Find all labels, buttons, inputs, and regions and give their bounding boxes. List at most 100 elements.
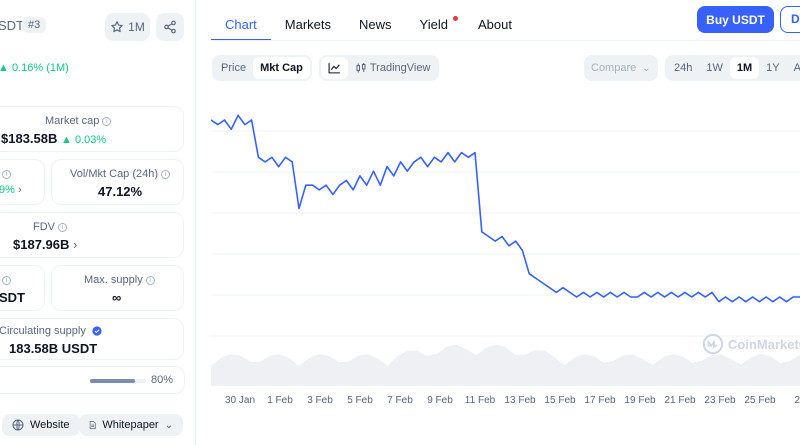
vol-mkt-cap-value: 47.12% <box>98 184 143 199</box>
line-chart-toggle[interactable] <box>321 57 348 79</box>
range-1w[interactable]: 1W <box>706 62 723 74</box>
tab-news[interactable]: News <box>359 17 392 32</box>
compare-dropdown[interactable]: Compare ⌄ <box>584 55 658 81</box>
watchlist-button[interactable]: 1M <box>105 13 150 41</box>
data-point <box>501 235 503 238</box>
website-label: Website <box>30 419 70 431</box>
range-all[interactable]: A <box>793 62 800 74</box>
x-tick-label: 1 Feb <box>267 395 293 406</box>
coinmarketcap-logo-icon <box>702 333 724 355</box>
mkt-cap-toggle[interactable]: Mkt Cap <box>253 57 310 79</box>
data-point <box>223 119 226 121</box>
market-cap-chart[interactable] <box>211 96 800 386</box>
compare-label: Compare <box>591 62 637 74</box>
data-point <box>372 170 375 172</box>
share-button[interactable] <box>156 13 184 41</box>
market-cap-change: ▲ 0.03% <box>61 134 107 146</box>
data-point <box>237 114 239 116</box>
info-icon[interactable]: i <box>58 222 67 232</box>
range-24h[interactable]: 24h <box>674 62 693 74</box>
x-tick-label: 30 Jan <box>224 395 256 406</box>
data-point <box>318 189 320 191</box>
chevron-right-icon[interactable]: › <box>73 237 78 252</box>
data-point <box>779 296 781 298</box>
tab-about[interactable]: About <box>477 17 512 32</box>
tab-yield[interactable]: Yield <box>406 10 464 40</box>
data-point <box>718 301 720 303</box>
secondary-header-button[interactable]: D <box>780 6 800 33</box>
circulating-value: 183.58B USDT <box>9 341 98 356</box>
data-point <box>386 166 388 168</box>
chevron-right-icon[interactable]: › <box>17 184 22 196</box>
x-tick-label: 3 Feb <box>307 395 333 406</box>
data-point <box>264 161 266 163</box>
data-point <box>251 119 253 121</box>
circulating-label: Circulating supply <box>0 325 86 337</box>
data-point <box>785 301 788 303</box>
x-tick-label: 11 Feb <box>464 395 496 406</box>
fdv-card: FDV i $187.96B › <box>0 212 184 258</box>
globe-icon <box>12 419 24 431</box>
x-tick-label: 5 Feb <box>347 395 373 406</box>
data-point <box>576 296 578 298</box>
data-point <box>298 207 300 210</box>
data-point <box>217 124 219 126</box>
data-point <box>325 184 327 186</box>
x-tick-label: 7 Feb <box>387 395 413 406</box>
data-point <box>792 296 794 298</box>
data-point <box>738 296 740 298</box>
total-supply-card: i SDT <box>0 265 45 311</box>
info-icon[interactable]: i <box>2 169 11 179</box>
tradingview-toggle[interactable]: TradingView <box>348 57 437 79</box>
fdv-label: FDV <box>33 221 55 233</box>
info-icon[interactable]: i <box>2 275 11 285</box>
info-icon[interactable]: i <box>102 116 112 126</box>
data-point <box>752 296 754 298</box>
line-chart-icon <box>328 63 340 74</box>
data-point <box>352 189 354 191</box>
star-icon <box>111 21 123 33</box>
data-point <box>515 240 517 242</box>
data-point <box>670 291 672 293</box>
data-point <box>596 291 598 293</box>
data-point <box>393 175 395 177</box>
total-supply-value: SDT <box>0 290 25 305</box>
data-point <box>609 291 611 293</box>
candlestick-icon <box>356 63 366 73</box>
data-point <box>535 277 537 279</box>
range-1m[interactable]: 1M <box>729 57 760 79</box>
watchlist-count: 1M <box>128 20 145 34</box>
data-point <box>542 282 544 284</box>
info-icon[interactable]: i <box>145 275 155 285</box>
data-point <box>474 152 476 154</box>
range-1y[interactable]: 1Y <box>766 62 780 74</box>
buy-button[interactable]: Buy USDT <box>697 6 774 33</box>
data-point <box>284 156 287 158</box>
tab-chart[interactable]: Chart <box>211 10 271 41</box>
tradingview-label: TradingView <box>369 62 431 74</box>
price-toggle[interactable]: Price <box>221 62 247 74</box>
data-point <box>562 287 564 289</box>
tab-markets[interactable]: Markets <box>284 17 332 32</box>
tabs-divider <box>211 40 800 41</box>
data-point <box>569 291 571 293</box>
data-point <box>257 156 259 158</box>
data-point <box>521 249 523 251</box>
data-point <box>589 296 591 298</box>
data-point <box>488 235 490 238</box>
x-tick-label: 13 Feb <box>504 395 536 406</box>
data-point <box>305 184 307 186</box>
website-button[interactable]: Website <box>2 414 80 436</box>
market-cap-value: $183.58B <box>1 131 58 146</box>
data-point <box>711 291 713 293</box>
volume-area <box>211 344 800 386</box>
whitepaper-button[interactable]: Whitepaper ⌄ <box>79 414 183 436</box>
time-range-selector: 24h 1W 1M 1Y A <box>665 55 800 81</box>
data-point <box>400 161 402 163</box>
data-point <box>555 291 557 293</box>
info-icon[interactable]: i <box>161 169 171 179</box>
data-point <box>643 291 645 293</box>
coinmarketcap-watermark: CoinMarketC <box>702 333 800 355</box>
data-point <box>697 291 699 293</box>
